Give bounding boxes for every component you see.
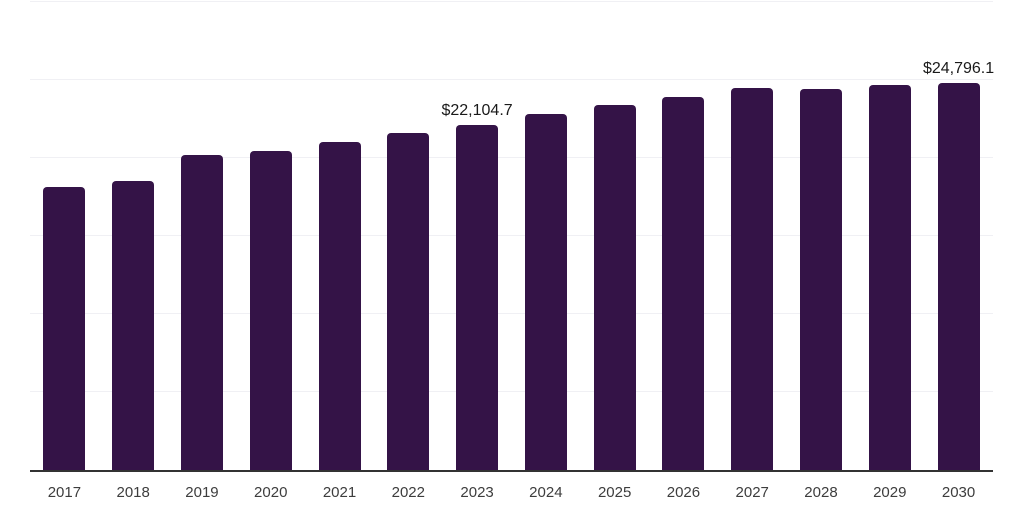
gridline bbox=[30, 391, 993, 393]
bar bbox=[731, 87, 774, 470]
bar bbox=[868, 84, 911, 470]
bar-slot bbox=[787, 2, 856, 470]
x-tick-label: 2025 bbox=[597, 484, 632, 501]
bar-value-label: $22,104.7 bbox=[441, 102, 513, 120]
x-tick-label: 2020 bbox=[254, 484, 288, 501]
x-tick-label: 2027 bbox=[735, 484, 769, 501]
bar-slot bbox=[718, 2, 787, 470]
bar-slot bbox=[649, 2, 718, 470]
bar-slot bbox=[855, 2, 924, 470]
bar-slot bbox=[580, 2, 649, 470]
x-tick-label: 2024 bbox=[529, 484, 563, 501]
bar bbox=[524, 114, 567, 470]
gridline bbox=[30, 313, 993, 315]
bar-slot: $24,796.1 bbox=[922, 2, 995, 470]
bar-slot bbox=[30, 2, 99, 470]
x-tick-label: 2029 bbox=[873, 484, 907, 501]
bar-slot bbox=[99, 2, 168, 470]
bar bbox=[249, 150, 292, 470]
x-tick-label: 2017 bbox=[47, 484, 82, 501]
bar bbox=[112, 181, 155, 470]
bar bbox=[456, 125, 499, 470]
bar-value-label: $24,796.1 bbox=[922, 60, 995, 78]
x-tick-label: 2028 bbox=[804, 484, 838, 501]
bar-slot bbox=[511, 2, 580, 470]
x-tick-label: 2019 bbox=[185, 484, 219, 501]
bar-slot bbox=[168, 2, 237, 470]
x-tick-label: 2030 bbox=[941, 484, 976, 501]
bar bbox=[43, 186, 86, 470]
x-tick-label: 2021 bbox=[322, 484, 357, 501]
bar bbox=[318, 142, 361, 470]
gridline bbox=[30, 157, 993, 159]
gridline bbox=[30, 235, 993, 236]
x-axis: 2017 2018 2019 2020 2021 2022 2023 2024 2025 2026… bbox=[30, 472, 993, 512]
plot-area: $22,104.7 $24,796.1 bbox=[30, 1, 995, 472]
bar bbox=[180, 154, 223, 470]
bar bbox=[662, 97, 705, 470]
gridline bbox=[30, 79, 993, 80]
bar bbox=[799, 88, 842, 470]
x-tick-label: 2026 bbox=[666, 484, 701, 501]
x-tick-label: 2022 bbox=[391, 484, 425, 501]
bar-slot bbox=[374, 2, 443, 470]
x-tick-label: 2018 bbox=[116, 484, 150, 501]
bar-slot: $22,104.7 bbox=[441, 2, 513, 470]
gridline bbox=[30, 1, 993, 2]
bar-slot bbox=[305, 2, 374, 470]
x-tick-label: 2023 bbox=[460, 484, 494, 501]
bars-container: $22,104.7 $24,796.1 bbox=[30, 2, 995, 470]
bar bbox=[387, 133, 430, 470]
bar bbox=[593, 104, 636, 470]
bar bbox=[937, 83, 980, 470]
bar-slot bbox=[236, 2, 305, 470]
